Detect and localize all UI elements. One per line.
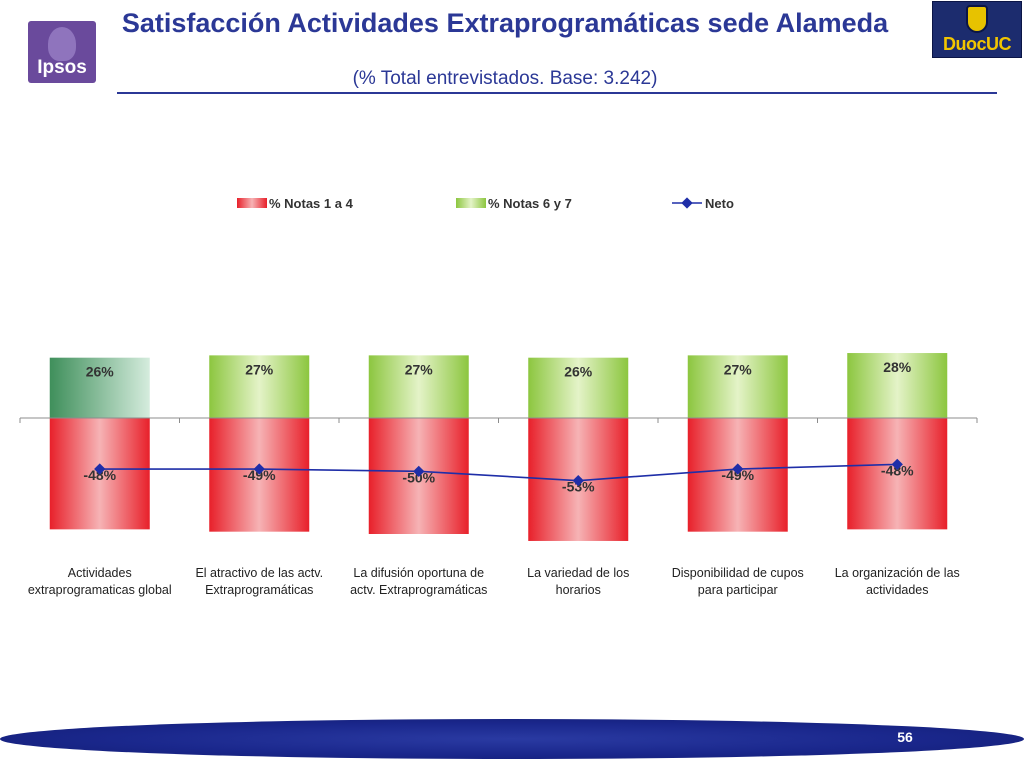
ipsos-logo: Ipsos (28, 21, 96, 83)
category-label: El atractivo de las actv. (195, 566, 323, 580)
category-label: La difusión oportuna de (353, 566, 484, 580)
series-neto-line (99, 463, 898, 482)
point-neto (572, 474, 584, 487)
bar-notas-6-7 (368, 355, 469, 418)
legend-notas-6-7-swatch (456, 198, 486, 208)
data-label-notas-1-4: -48% (83, 467, 116, 483)
chart-subtitle: (% Total entrevistados. Base: 3.242) (352, 68, 658, 89)
duocuc-logo-text: DuocUC (943, 34, 1012, 54)
bar-notas-6-7 (528, 357, 629, 418)
category-label: La organización de las (835, 566, 960, 580)
legend-neto-marker (681, 197, 693, 209)
data-label-notas-6-7: 26% (564, 364, 593, 380)
data-label-notas-1-4: -49% (721, 467, 754, 483)
bar-notas-6-7 (847, 353, 948, 418)
category-label: Disponibilidad de cupos (672, 566, 804, 580)
duocuc-logo: DuocUC (932, 1, 1022, 58)
point-neto (413, 465, 425, 478)
profile-head-icon (48, 27, 76, 61)
bar-notas-1-4 (687, 418, 788, 532)
chart-area: % Notas 1 a 4 % Notas 6 y 7 Neto 26% 27% 27% 2… (19, 196, 978, 597)
page-number: 56 (897, 729, 913, 745)
data-label-notas-6-7: 28% (883, 359, 912, 375)
bar-notas-1-4 (209, 418, 310, 532)
data-label-notas-1-4: -50% (402, 469, 435, 485)
bar-notas-6-7 (209, 355, 310, 418)
data-label-notas-1-4: -48% (881, 462, 914, 478)
bar-notas-6-7 (49, 357, 150, 418)
category-label: actv. Extraprogramáticas (350, 583, 487, 597)
point-neto (253, 463, 265, 475)
data-label-notas-6-7: 27% (724, 361, 753, 377)
title-divider (117, 92, 997, 94)
category-label: La variedad de los (527, 566, 629, 580)
shield-icon (966, 5, 988, 33)
data-label-notas-6-7: 26% (86, 364, 115, 380)
category-label: para participar (698, 583, 778, 597)
legend-notas-6-7-label: % Notas 6 y 7 (488, 196, 572, 211)
footer-band (0, 719, 1024, 759)
ipsos-logo-text: Ipsos (37, 57, 87, 78)
chart-title: Satisfacción Actividades Extraprogramáti… (121, 8, 889, 38)
data-label-notas-6-7: 27% (245, 361, 274, 377)
data-label-notas-1-4: -53% (562, 479, 595, 495)
point-neto (732, 463, 744, 475)
bar-notas-6-7 (687, 355, 788, 418)
legend-neto-label: Neto (705, 196, 734, 211)
category-label: Extraprogramáticas (205, 583, 313, 597)
legend-notas-1-4-label: % Notas 1 a 4 (269, 196, 354, 211)
category-label: actividades (866, 583, 929, 597)
category-label: extraprogramaticas global (28, 583, 172, 597)
category-label: Actividades (68, 566, 132, 580)
legend-notas-1-4-swatch (237, 198, 267, 208)
bar-notas-1-4 (847, 418, 948, 530)
category-label: horarios (556, 583, 601, 597)
data-label-notas-6-7: 27% (405, 361, 434, 377)
data-label-notas-1-4: -49% (243, 467, 276, 483)
point-neto (891, 458, 903, 471)
